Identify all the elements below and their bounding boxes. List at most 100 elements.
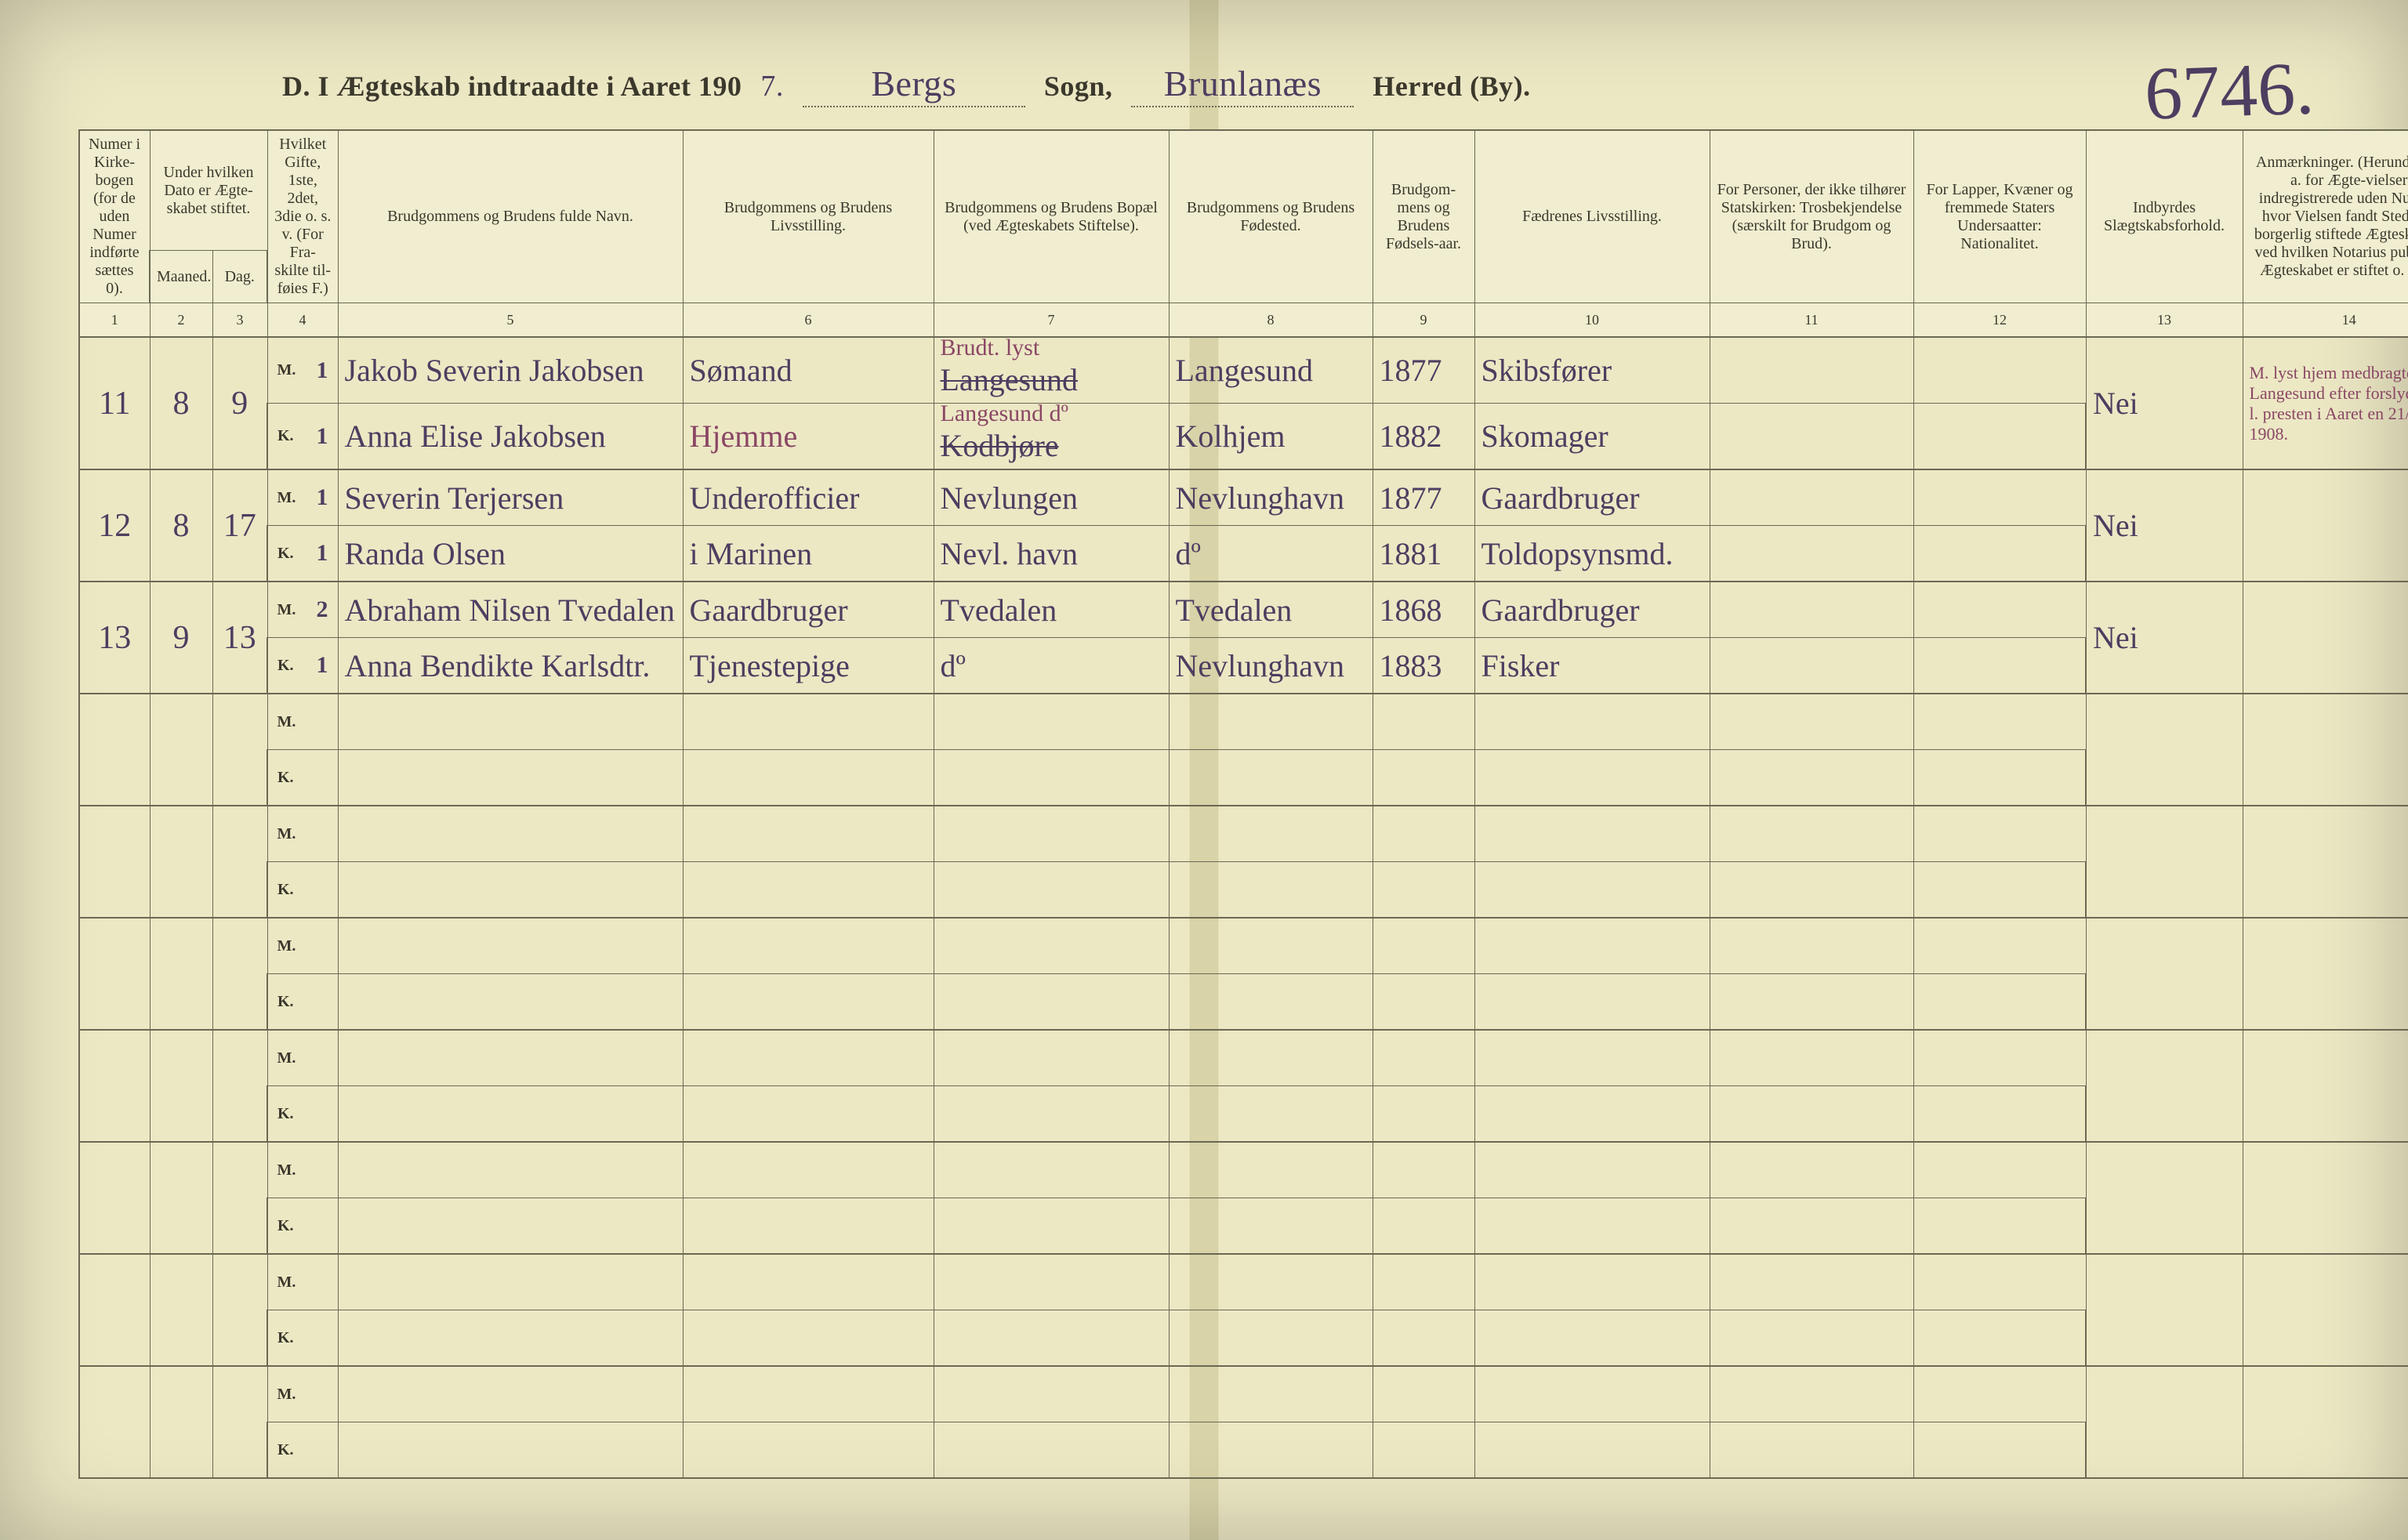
table-cell bbox=[1169, 1030, 1373, 1086]
table-cell bbox=[1169, 1142, 1373, 1198]
col-number: 1 bbox=[79, 303, 150, 338]
table-cell bbox=[150, 694, 212, 806]
mk-cell: M. bbox=[267, 694, 338, 750]
mk-cell: M. bbox=[267, 1366, 338, 1422]
table-cell bbox=[1474, 974, 1710, 1031]
table-cell bbox=[2243, 1142, 2408, 1254]
table-cell bbox=[683, 1086, 934, 1143]
page-number-handwritten: 6746. bbox=[2143, 44, 2316, 136]
table-cell bbox=[1913, 750, 2086, 806]
table-cell bbox=[212, 1254, 267, 1366]
table-cell bbox=[150, 806, 212, 918]
col-header: Numer i Kirke-bogen (for de uden Numer i… bbox=[79, 130, 150, 303]
table-cell bbox=[1710, 694, 1913, 750]
table-cell bbox=[1373, 1030, 1474, 1086]
mk-cell: K. bbox=[267, 1086, 338, 1143]
table-cell bbox=[79, 1366, 150, 1478]
table-cell: Kolhjem bbox=[1169, 404, 1373, 470]
page-title: D. I Ægteskab indtraadte i Aaret 1907. B… bbox=[282, 63, 2337, 107]
table-cell bbox=[934, 750, 1169, 806]
table-cell bbox=[934, 918, 1169, 974]
mk-cell: K. bbox=[267, 862, 338, 919]
table-cell: Nei bbox=[2086, 582, 2243, 694]
table-cell bbox=[338, 1142, 683, 1198]
mk-cell: M. bbox=[267, 806, 338, 862]
table-cell: Gaardbruger bbox=[1474, 582, 1710, 638]
table-cell bbox=[934, 974, 1169, 1031]
table-cell bbox=[1474, 694, 1710, 750]
table-cell bbox=[934, 1254, 1169, 1310]
col-number: 8 bbox=[1169, 303, 1373, 338]
table-cell bbox=[1169, 1310, 1373, 1367]
table-cell: Nevlunghavn bbox=[1169, 469, 1373, 526]
table-cell: 1883 bbox=[1373, 638, 1474, 694]
col-number: 13 bbox=[2086, 303, 2243, 338]
col-header: For Lapper, Kvæner og fremmede Staters U… bbox=[1913, 130, 2086, 303]
table-cell bbox=[1474, 1422, 1710, 1479]
col-header: Hvilket Gifte, 1ste, 2det, 3die o. s. v.… bbox=[267, 130, 338, 303]
table-cell: i Marinen bbox=[683, 526, 934, 582]
table-cell bbox=[1169, 862, 1373, 919]
table-cell bbox=[934, 1366, 1169, 1422]
entry-number: 12 bbox=[79, 469, 150, 582]
table-cell bbox=[2243, 806, 2408, 918]
table-cell bbox=[1710, 1254, 1913, 1310]
table-cell: Nei bbox=[2086, 337, 2243, 469]
table-cell: Anna Elise Jakobsen bbox=[338, 404, 683, 470]
table-cell bbox=[1474, 1366, 1710, 1422]
table-cell bbox=[212, 1142, 267, 1254]
table-cell bbox=[683, 1366, 934, 1422]
table-cell bbox=[1373, 862, 1474, 919]
mk-cell: M. bbox=[267, 918, 338, 974]
col-number: 12 bbox=[1913, 303, 2086, 338]
table-cell bbox=[1710, 862, 1913, 919]
remarks-cell bbox=[2243, 469, 2408, 582]
col-subheader: Dag. bbox=[212, 251, 267, 303]
table-cell: Skibsfører bbox=[1474, 337, 1710, 404]
table-cell: 1877 bbox=[1373, 337, 1474, 404]
table-cell bbox=[934, 1142, 1169, 1198]
col-header: For Personer, der ikke tilhører Statskir… bbox=[1710, 130, 1913, 303]
table-cell bbox=[2243, 1030, 2408, 1142]
col-header: Brudgommens og Brudens Bopæl (ved Ægtesk… bbox=[934, 130, 1169, 303]
col-number: 6 bbox=[683, 303, 934, 338]
table-cell: Anna Bendikte Karlsdtr. bbox=[338, 638, 683, 694]
table-cell bbox=[2086, 1030, 2243, 1142]
remarks-cell: M. lyst hjem medbragte i Langesund efter… bbox=[2243, 337, 2408, 469]
table-cell bbox=[1169, 1366, 1373, 1422]
table-cell bbox=[1373, 750, 1474, 806]
table-cell bbox=[1474, 918, 1710, 974]
table-row: K. bbox=[79, 1198, 2408, 1255]
col-header: Brudgommens og Brudens fulde Navn. bbox=[338, 130, 683, 303]
table-cell bbox=[1913, 582, 2086, 638]
table-cell bbox=[1913, 1086, 2086, 1143]
table-cell: Nevlungen bbox=[934, 469, 1169, 526]
table-cell: Nei bbox=[2086, 469, 2243, 582]
table-cell bbox=[338, 918, 683, 974]
table-cell bbox=[2086, 1254, 2243, 1366]
herred-value: Brunlanæs bbox=[1131, 63, 1354, 107]
table-cell bbox=[338, 862, 683, 919]
table-cell bbox=[2243, 1254, 2408, 1366]
table-cell bbox=[1169, 806, 1373, 862]
table-cell bbox=[338, 974, 683, 1031]
mk-cell: M. bbox=[267, 1030, 338, 1086]
table-cell bbox=[79, 1254, 150, 1366]
table-row: M. bbox=[79, 806, 2408, 862]
table-cell bbox=[1710, 806, 1913, 862]
table-cell bbox=[1373, 694, 1474, 750]
table-cell bbox=[1373, 1254, 1474, 1310]
table-cell bbox=[683, 862, 934, 919]
table-cell bbox=[212, 806, 267, 918]
table-cell bbox=[338, 1086, 683, 1143]
table-cell bbox=[1474, 1254, 1710, 1310]
col-header: Fædrenes Livsstilling. bbox=[1474, 130, 1710, 303]
table-cell bbox=[934, 1086, 1169, 1143]
table-cell bbox=[1710, 1366, 1913, 1422]
table-cell: Jakob Severin Jakobsen bbox=[338, 337, 683, 404]
table-row: K. bbox=[79, 750, 2408, 806]
table-cell bbox=[150, 918, 212, 1030]
col-header: Brudgommens og Brudens Livsstilling. bbox=[683, 130, 934, 303]
table-cell: 1877 bbox=[1373, 469, 1474, 526]
table-cell: Abraham Nilsen Tvedalen bbox=[338, 582, 683, 638]
